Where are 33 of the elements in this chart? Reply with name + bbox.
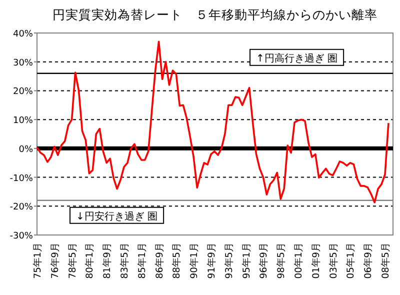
x-tick-label: 78年5月 bbox=[67, 243, 78, 279]
y-tick-label: 10% bbox=[12, 116, 34, 126]
y-tick-label: -10% bbox=[10, 174, 34, 184]
x-tick-label: 76年9月 bbox=[50, 243, 61, 279]
line-series bbox=[36, 40, 390, 204]
y-tick-label: 0% bbox=[18, 144, 34, 155]
x-tick-label: 93年5月 bbox=[224, 243, 235, 279]
x-tick-label: 96年9月 bbox=[258, 243, 270, 279]
x-tick-label: 88年5月 bbox=[172, 243, 183, 279]
x-tick-label: 03年5月 bbox=[328, 243, 340, 279]
y-tick-label: 30% bbox=[12, 58, 34, 68]
x-tick-label: 91年9月 bbox=[206, 243, 218, 279]
x-tick-label: 08年5月 bbox=[380, 243, 392, 279]
x-tick-label: 00年1月 bbox=[293, 243, 304, 279]
y-tick-label: -30% bbox=[10, 232, 34, 242]
ref-line-label: ↓円安行き過ぎ 圏 bbox=[76, 210, 158, 222]
x-tick-label: 01年9月 bbox=[310, 243, 322, 279]
x-tick-label: 90年1月 bbox=[189, 243, 200, 279]
x-tick-label: 06年9月 bbox=[363, 243, 374, 279]
y-tick-label: -20% bbox=[10, 202, 34, 213]
x-tick-label: 95年1月 bbox=[241, 243, 252, 279]
x-tick-label: 85年1月 bbox=[136, 243, 148, 279]
x-tick-label: 80年1月 bbox=[84, 243, 96, 279]
chart-title: 円実質実効為替レート ５年移動平均線からのかい離率 bbox=[52, 7, 378, 22]
x-tick-label: 86年9月 bbox=[154, 243, 166, 279]
y-tick-label: 20% bbox=[12, 87, 34, 98]
x-tick-label: 81年9月 bbox=[102, 243, 114, 279]
y-tick-label: 40% bbox=[12, 30, 34, 40]
ref-line-label: ↑円高行き過ぎ 圏 bbox=[256, 52, 338, 64]
x-tick-label: 75年1月 bbox=[32, 243, 44, 279]
x-tick-label: 83年5月 bbox=[120, 243, 130, 279]
x-tick-label: 05年1月 bbox=[346, 243, 357, 279]
x-tick-label: 98年5月 bbox=[276, 243, 288, 279]
